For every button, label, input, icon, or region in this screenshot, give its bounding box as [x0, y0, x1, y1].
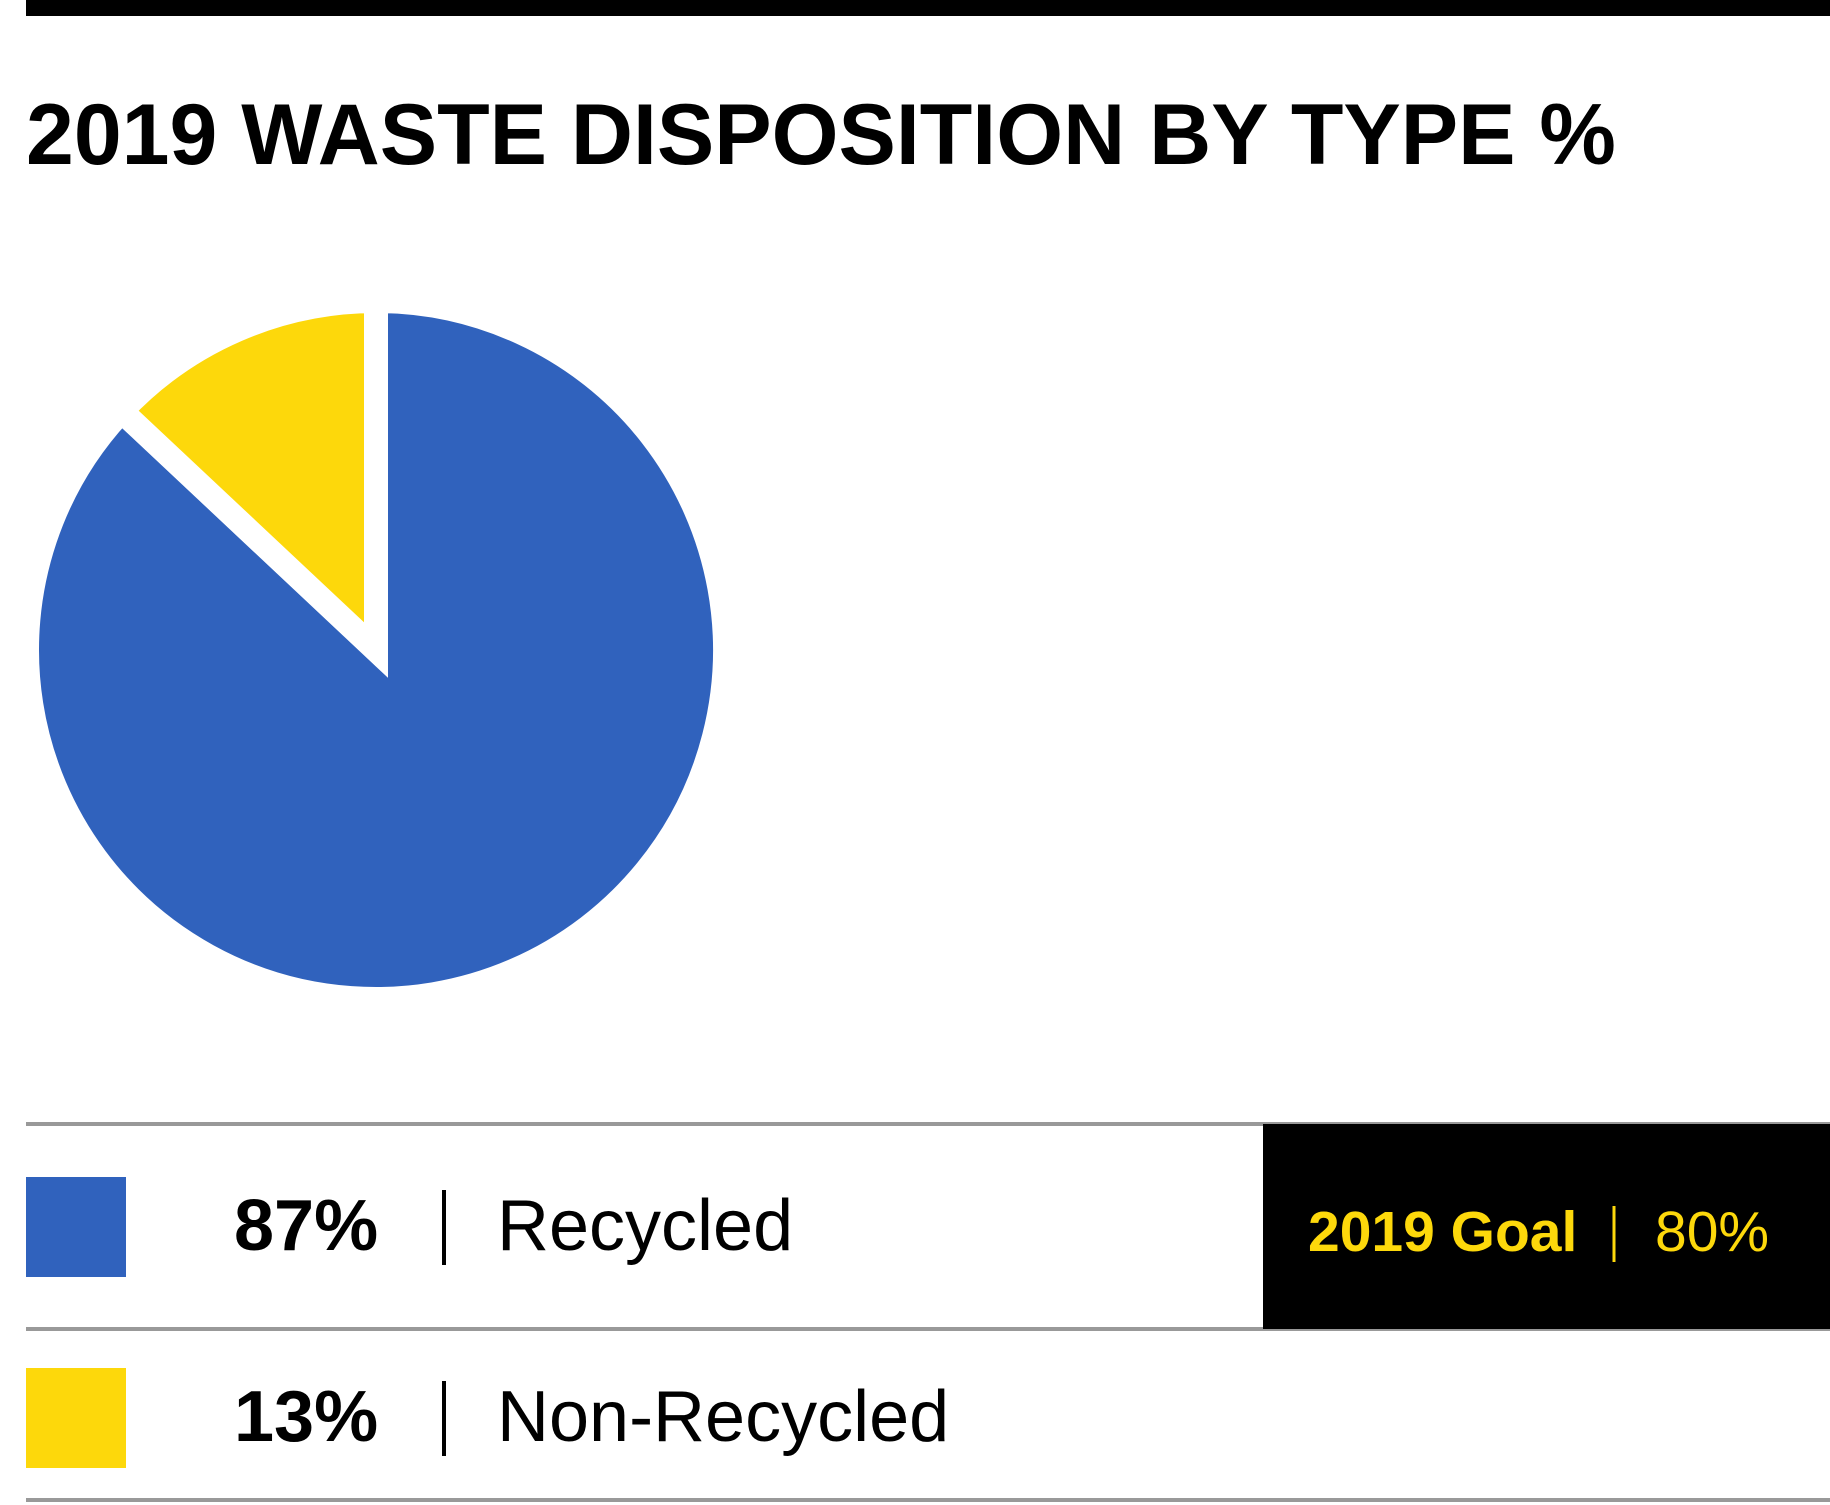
legend-value: 87%	[234, 1186, 378, 1266]
legend-label: Non-Recycled	[497, 1377, 949, 1457]
pie-slice	[104, 288, 388, 678]
legend-value: 13%	[234, 1377, 378, 1457]
legend-swatch	[26, 1368, 126, 1468]
goal-label: 2019 Goal	[1308, 1200, 1577, 1264]
chart-title: 2019 WASTE DISPOSITION BY TYPE %	[26, 87, 1616, 183]
legend-label: Recycled	[497, 1186, 793, 1266]
top-bar	[26, 0, 1830, 16]
legend-swatch	[26, 1177, 126, 1277]
goal-value: 80%	[1655, 1200, 1769, 1264]
goal-box	[1263, 1124, 1830, 1329]
